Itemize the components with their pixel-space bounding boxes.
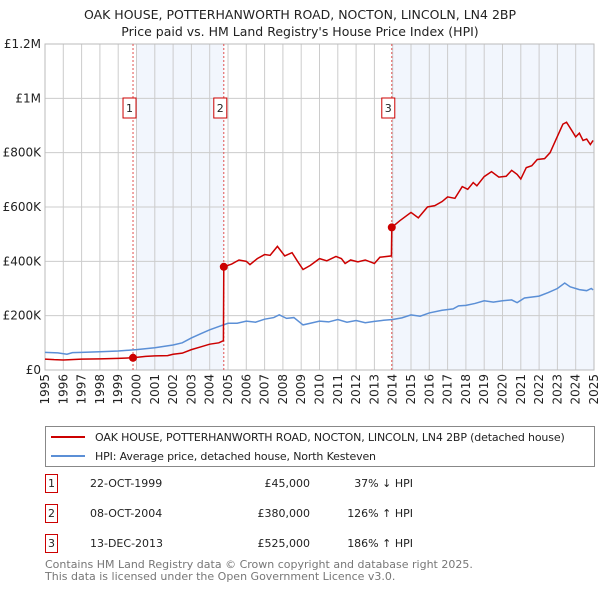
x-tick-label: 1997 [75,374,89,405]
x-tick-label: 1995 [38,374,52,405]
sale-row: 3 13-DEC-2013 £525,000 186% ↑ HPI [45,534,445,554]
sale-date: 08-OCT-2004 [90,507,163,520]
x-tick-label: 2014 [386,374,400,405]
y-tick-label: £600K [3,200,43,214]
sale-number: 3 [45,534,58,553]
x-tick-label: 2022 [532,374,546,405]
footer: Contains HM Land Registry data © Crown c… [45,559,473,583]
sale-point [129,353,138,362]
x-tick-label: 2018 [459,374,473,405]
x-tick-label: 2020 [496,374,510,405]
price-chart: OAK HOUSE, POTTERHANWORTH ROAD, NOCTON, … [3,7,600,405]
x-tick-label: 2016 [422,374,436,405]
footer-licence: This data is licensed under the Open Gov… [45,570,396,583]
x-tick-label: 2001 [148,374,162,405]
x-tick-label: 2017 [441,374,455,405]
legend: OAK HOUSE, POTTERHANWORTH ROAD, NOCTON, … [45,426,595,467]
x-tick-label: 2019 [477,374,491,405]
sale-row: 1 22-OCT-1999 £45,000 37% ↓ HPI [45,474,445,494]
chart-subtitle: Price paid vs. HM Land Registry's House … [121,24,478,39]
plot-border [44,43,595,371]
sale-point [387,223,396,232]
y-tick-label: £1.2M [4,37,41,51]
x-tick-label: 1998 [93,374,107,405]
sale-number-label: 2 [217,102,224,115]
sale-point [219,262,228,271]
sale-price: £525,000 [257,537,311,550]
x-tick-label: 2000 [130,374,144,405]
legend-item-property: OAK HOUSE, POTTERHANWORTH ROAD, NOCTON, … [51,429,565,445]
x-tick-label: 2024 [569,374,583,405]
x-tick-label: 2008 [276,374,290,405]
sale-number: 1 [45,474,58,493]
sale-number-box [381,97,396,119]
x-tick-label: 2023 [550,374,564,405]
x-tick-label: 1999 [111,374,125,405]
sale-number-box [122,97,137,119]
x-tick-label: 2004 [203,374,217,405]
x-tick-label: 2021 [514,374,528,405]
sale-hpi-diff: 126% ↑ HPI [347,507,413,520]
x-tick-label: 2002 [166,374,180,405]
sale-number-box [213,97,228,119]
hpi-line [44,282,594,356]
legend-swatch-hpi [51,455,85,457]
x-tick-label: 2006 [239,374,253,405]
legend-swatch-property [51,436,85,438]
sale-hpi-diff: 37% ↓ HPI [354,477,413,490]
x-tick-label: 2012 [349,374,363,405]
property-price-line [44,121,594,361]
sale-date: 22-OCT-1999 [90,477,163,490]
y-tick-label: £1M [15,91,41,105]
x-tick-label: 2010 [313,374,327,405]
x-tick-label: 2005 [221,374,235,405]
x-tick-label: 2007 [258,374,272,405]
x-tick-label: 2003 [184,374,198,405]
sale-date: 13-DEC-2013 [90,537,164,550]
x-tick-label: 2011 [331,374,345,405]
sale-number-label: 1 [126,102,133,115]
y-tick-label: £200K [3,309,43,323]
y-tick-label: £800K [3,146,43,160]
sale-hpi-diff: 186% ↑ HPI [347,537,413,550]
x-tick-label: 2015 [404,374,418,405]
x-tick-label: 1996 [56,374,70,405]
x-tick-label: 2025 [587,374,600,405]
sale-price: £45,000 [264,477,311,490]
sale-number-label: 3 [385,102,392,115]
legend-item-hpi: HPI: Average price, detached house, Nort… [51,448,376,464]
legend-label-property: OAK HOUSE, POTTERHANWORTH ROAD, NOCTON, … [95,430,565,444]
x-tick-label: 2013 [367,374,381,405]
y-tick-label: £400K [3,254,43,268]
footer-copyright: Contains HM Land Registry data © Crown c… [45,558,473,571]
sale-price: £380,000 [257,507,311,520]
chart-title: OAK HOUSE, POTTERHANWORTH ROAD, NOCTON, … [84,7,517,22]
legend-label-hpi: HPI: Average price, detached house, Nort… [95,449,376,463]
sale-number: 2 [45,504,58,523]
sale-row: 2 08-OCT-2004 £380,000 126% ↑ HPI [45,504,445,524]
x-tick-label: 2009 [294,374,308,405]
y-tick-label: £0 [26,363,41,377]
